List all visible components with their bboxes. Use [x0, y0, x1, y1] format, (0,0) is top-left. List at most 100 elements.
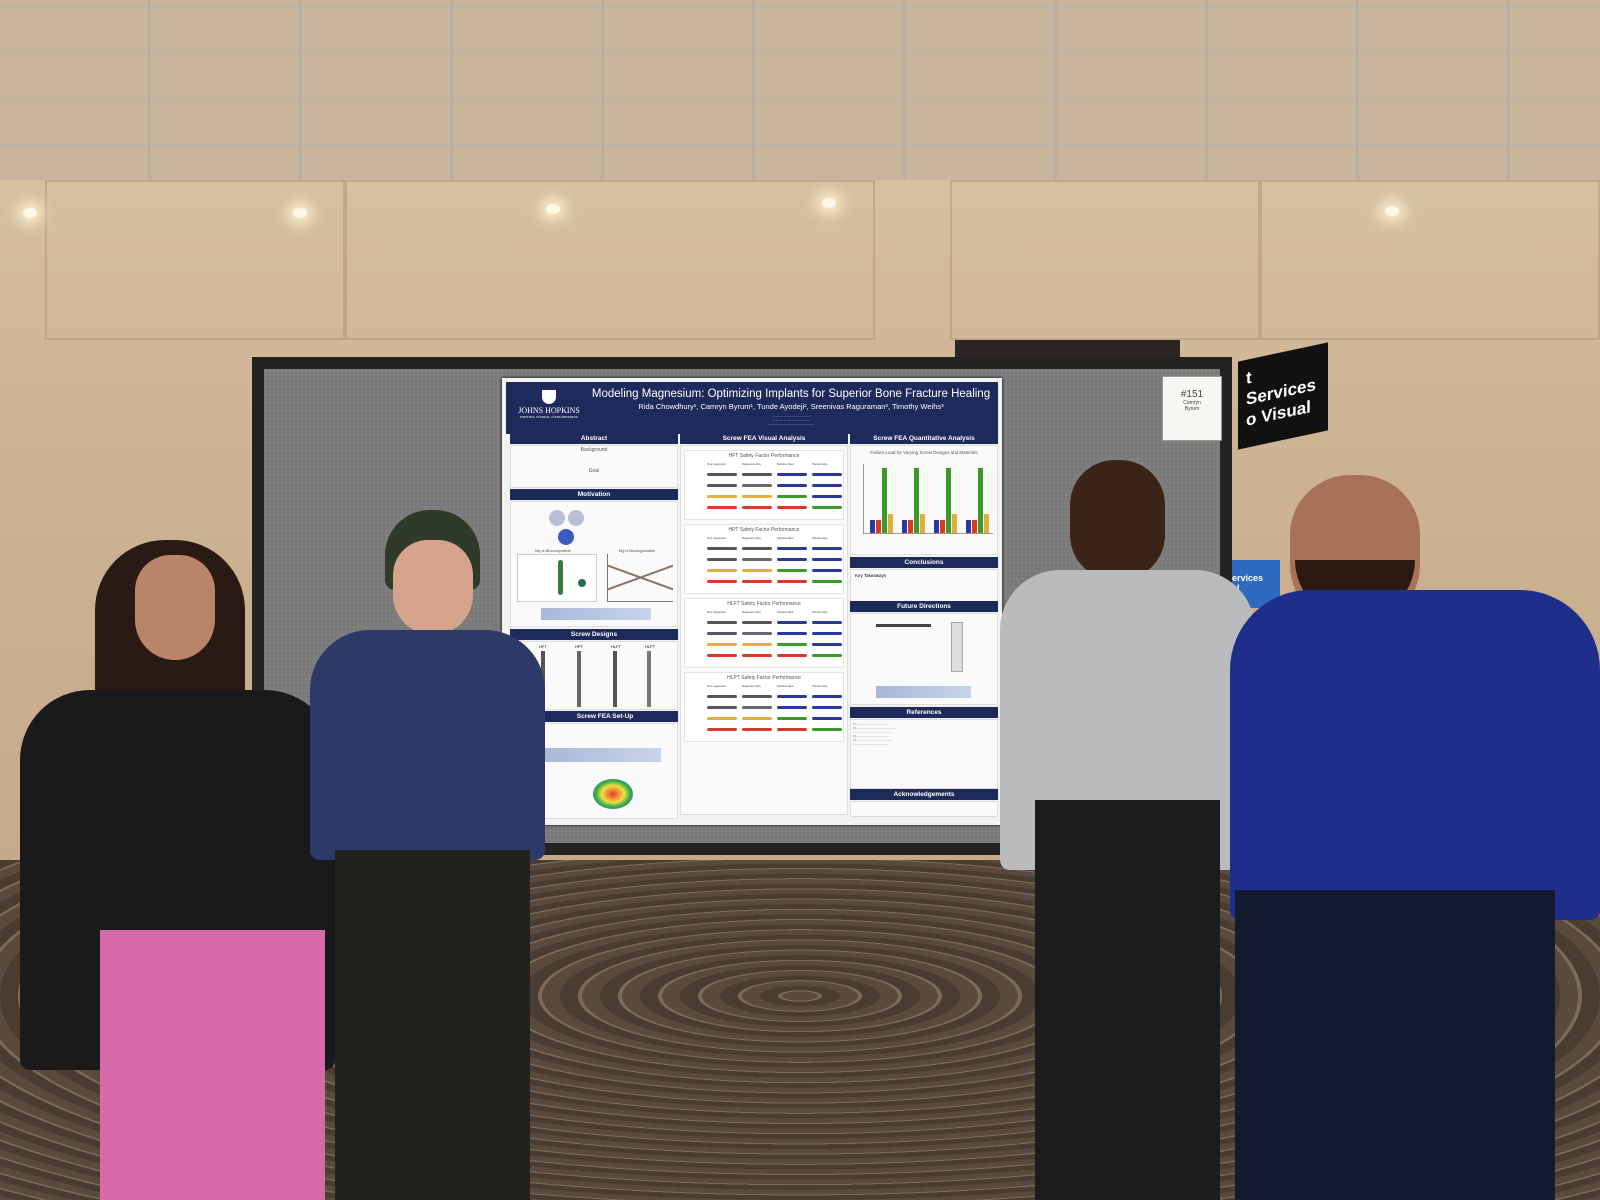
ceiling-light [23, 208, 37, 218]
screw-result [777, 473, 807, 476]
board-number-tag: #151 Camryn Byrum [1162, 376, 1222, 441]
logo-subtext: WHITING SCHOOL of ENGINEERING [519, 415, 579, 419]
screw-result [707, 717, 737, 720]
poster-header: JOHNS HOPKINS WHITING SCHOOL of ENGINEER… [506, 382, 998, 434]
tag-name: Byrum [1184, 406, 1200, 412]
screw-result [742, 506, 772, 509]
screw-result [777, 495, 807, 498]
failure-load-bar [882, 468, 887, 533]
section-fea-setup: Screw FEA Set-Up [532, 711, 678, 722]
screw-result [742, 473, 772, 476]
screw-result [812, 506, 842, 509]
material-label: Magnesium Alloy [742, 611, 761, 614]
section-motivation: Motivation [510, 489, 678, 500]
screw-result [742, 643, 772, 646]
screw-result [742, 558, 772, 561]
screw-label: HLPT [645, 644, 656, 649]
future-directions-box [850, 613, 998, 705]
university-logo: JOHNS HOPKINS WHITING SCHOOL of ENGINEER… [514, 390, 584, 419]
section-conclusions: Conclusions [850, 557, 998, 568]
sign-text: ervices [1232, 573, 1264, 583]
chart-title: HFT Safety Factor Performance [728, 453, 800, 459]
screw-result [777, 621, 807, 624]
material-label: Pure magnesium [707, 685, 726, 688]
screw-result [812, 728, 842, 731]
screw-result [742, 547, 772, 550]
section-abstract: Abstract [510, 433, 678, 444]
screw-result [777, 547, 807, 550]
doorway [955, 340, 1180, 360]
material-label: Titanium Alloy [812, 611, 828, 614]
research-poster: JOHNS HOPKINS WHITING SCHOOL of ENGINEER… [502, 378, 1002, 825]
references-box: [1] ——— ———— ——— [2] ———— ——— ——— —— ——— —… [850, 719, 998, 789]
safety-factor-chart: HFT Safety Factor Performance Pure magnes… [684, 450, 844, 520]
ceiling [0, 0, 1600, 190]
screw-result [812, 547, 842, 550]
section-screw-designs: Screw Designs [510, 629, 678, 640]
subheading: Goal [588, 468, 600, 474]
motivation-box: Mg is Biocompatible Mg is Biodegradable [510, 501, 678, 627]
screw-label: HLFT [611, 644, 621, 649]
screw-result [707, 495, 737, 498]
failure-load-bar [946, 468, 951, 533]
fea-setup-box [532, 723, 678, 819]
failure-load-bar [940, 520, 945, 533]
screw-result [707, 580, 737, 583]
tag-name: Camryn [1183, 400, 1201, 406]
screw-result [812, 695, 842, 698]
screw-result [812, 484, 842, 487]
material-label: Titanium Alloy [812, 463, 828, 466]
safety-factor-chart: HLFT Safety Factor Performance Pure magne… [684, 598, 844, 668]
screw-result [707, 695, 737, 698]
screw-label: HPT [575, 644, 583, 649]
material-label: Stainless Steel [777, 611, 794, 614]
section-visual-analysis: Screw FEA Visual Analysis [680, 433, 848, 444]
screw-result [707, 643, 737, 646]
screw-result [707, 706, 737, 709]
wall-panel [345, 180, 875, 340]
screw-result [812, 717, 842, 720]
failure-load-bar [888, 513, 893, 533]
screw-result [742, 495, 772, 498]
failure-load-bar [902, 520, 907, 533]
logo-text: JOHNS HOPKINS [518, 406, 580, 415]
person-4 [1230, 470, 1600, 1200]
screw-label: HFT [539, 644, 547, 649]
material-label: Pure magnesium [707, 611, 726, 614]
screw-result [777, 717, 807, 720]
screw-result [707, 558, 737, 561]
screw-result [707, 569, 737, 572]
screw-result [777, 558, 807, 561]
material-label: Stainless Steel [777, 685, 794, 688]
wall-panel [45, 180, 345, 340]
screw-result [812, 706, 842, 709]
failure-load-bar [914, 468, 919, 533]
screw-result [742, 706, 772, 709]
chart-title: HPT Safety Factor Performance [728, 527, 800, 533]
screw-result [742, 484, 772, 487]
subheading: Background [580, 447, 608, 453]
wall-panel [1260, 180, 1600, 340]
screw-result [707, 632, 737, 635]
screw-result [742, 695, 772, 698]
screw-result [742, 580, 772, 583]
failure-load-bar [876, 520, 881, 533]
screw-result [777, 695, 807, 698]
acknowledgements-box [850, 801, 998, 817]
chart-title: HLPT Safety Factor Performance [727, 675, 801, 681]
screw-result [707, 547, 737, 550]
screw-result [812, 580, 842, 583]
chart-title: HLFT Safety Factor Performance [727, 601, 801, 607]
section-acknowledgements: Acknowledgements [850, 789, 998, 800]
visual-analysis-box: HFT Safety Factor Performance Pure magnes… [680, 445, 848, 815]
material-label: Titanium Alloy [812, 537, 828, 540]
poster-title: Modeling Magnesium: Optimizing Implants … [591, 388, 991, 400]
tag-number: #151 [1180, 389, 1204, 400]
failure-load-bar [870, 520, 875, 533]
material-label: Titanium Alloy [812, 685, 828, 688]
safety-factor-chart: HPT Safety Factor Performance Pure magnes… [684, 524, 844, 594]
ceiling-light [293, 208, 307, 218]
screw-result [777, 506, 807, 509]
screw-result [812, 495, 842, 498]
screw-result [777, 643, 807, 646]
